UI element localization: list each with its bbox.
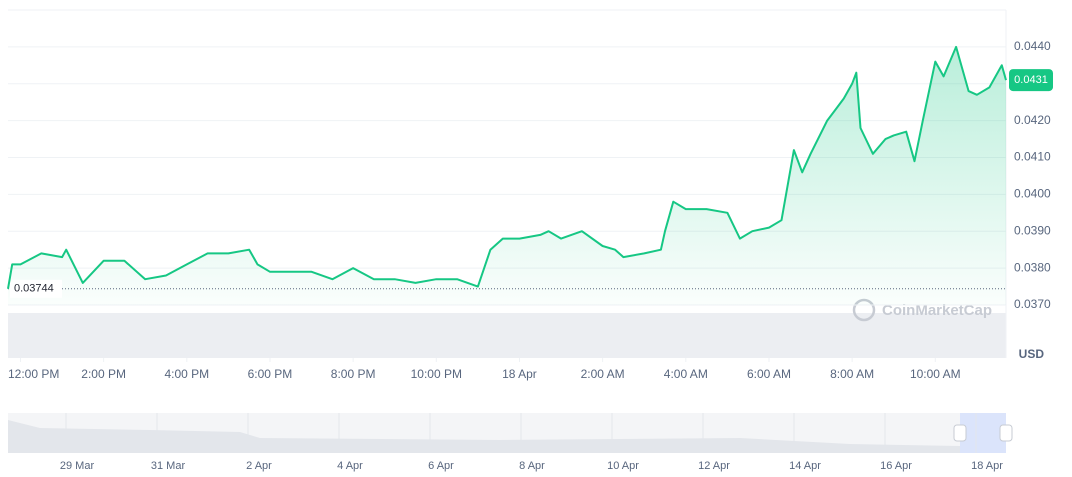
current-price-label: 0.0431 <box>1014 74 1048 86</box>
navigator-label: 18 Apr <box>971 460 1003 472</box>
navigator-label: 14 Apr <box>789 460 821 472</box>
reference-label: 0.03744 <box>14 283 54 295</box>
navigator-area <box>8 420 1006 453</box>
navigator-handle[interactable] <box>999 424 1013 442</box>
navigator-label: 29 Mar <box>60 460 95 472</box>
currency-label: USD <box>1019 347 1045 361</box>
x-tick-label: 12:00 PM <box>8 367 59 381</box>
navigator-label: 12 Apr <box>698 460 730 472</box>
navigator-label: 2 Apr <box>246 460 272 472</box>
reference-label-bg <box>10 279 62 298</box>
navigator-label: 16 Apr <box>880 460 912 472</box>
y-tick-label: 0.0400 <box>1014 187 1051 201</box>
watermark-text: CoinMarketCap <box>882 302 992 319</box>
navigator-label: 4 Apr <box>337 460 363 472</box>
y-tick-label: 0.0380 <box>1014 260 1051 274</box>
x-tick-label: 8:00 AM <box>830 367 874 381</box>
y-tick-label: 0.0370 <box>1014 297 1051 311</box>
x-tick-label: 2:00 AM <box>581 367 625 381</box>
navigator-window[interactable] <box>960 413 1006 453</box>
navigator-label: 8 Apr <box>519 460 545 472</box>
navigator-label: 10 Apr <box>607 460 639 472</box>
y-tick-label: 0.0420 <box>1014 113 1051 127</box>
x-tick-label: 10:00 PM <box>411 367 462 381</box>
navigator-handle[interactable] <box>953 424 967 442</box>
x-tick-label: 8:00 PM <box>331 367 376 381</box>
y-tick-label: 0.0440 <box>1014 39 1051 53</box>
x-tick-label: 6:00 PM <box>248 367 293 381</box>
y-tick-label: 0.0410 <box>1014 150 1051 164</box>
x-tick-label: 6:00 AM <box>747 367 791 381</box>
navigator-label: 6 Apr <box>428 460 454 472</box>
price-line <box>7 45 1007 289</box>
y-tick-label: 0.0390 <box>1014 223 1051 237</box>
area <box>8 46 1006 306</box>
x-tick-label: 4:00 AM <box>664 367 708 381</box>
x-tick-label: 2:00 PM <box>81 367 126 381</box>
x-tick-label: 18 Apr <box>502 367 537 381</box>
navigator-label: 31 Mar <box>151 460 186 472</box>
volume-area <box>8 313 1006 358</box>
current-price-badge <box>1009 69 1053 92</box>
x-tick-label: 10:00 AM <box>910 367 961 381</box>
x-tick-label: 4:00 PM <box>164 367 209 381</box>
